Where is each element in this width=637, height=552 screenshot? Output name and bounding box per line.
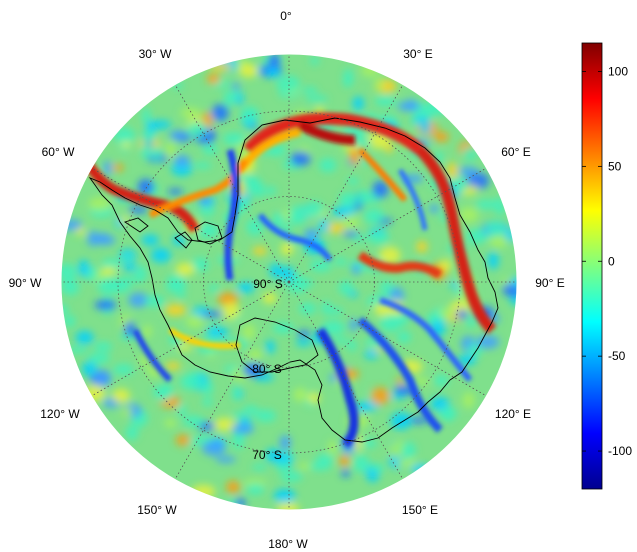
- label-120w: 120° W: [40, 407, 80, 421]
- colorbar-ticks: 100 50 0 -50 -100: [582, 64, 632, 458]
- label-120e: 120° E: [495, 407, 531, 421]
- label-30w: 30° W: [139, 47, 172, 61]
- colorbar-tick-label: -100: [608, 444, 632, 458]
- colorbar-gradient: [581, 42, 603, 490]
- label-150e: 150° E: [402, 503, 438, 517]
- map-boundary: [60, 53, 518, 511]
- label-60e: 60° E: [501, 145, 530, 159]
- label-80s: 80° S: [252, 362, 281, 376]
- parallel-labels: 90° S 80° S 70° S: [252, 277, 282, 462]
- label-60w: 60° W: [42, 145, 75, 159]
- label-70s: 70° S: [252, 448, 281, 462]
- colorbar: 100 50 0 -50 -100: [581, 42, 632, 490]
- label-30e: 30° E: [403, 47, 432, 61]
- anomaly-field: [61, 54, 517, 510]
- graticule: [61, 54, 517, 510]
- label-150w: 150° W: [137, 503, 177, 517]
- label-90w: 90° W: [9, 276, 42, 290]
- label-90e: 90° E: [535, 276, 564, 290]
- label-0: 0°: [280, 9, 292, 23]
- colorbar-tick-label: 50: [608, 159, 622, 173]
- meridian-labels: 0° 30° E 60° E 90° E 120° E 150° E 180° …: [9, 9, 565, 551]
- colorbar-tick-label: 0: [608, 254, 615, 268]
- label-180w: 180° W: [268, 537, 308, 551]
- label-90s: 90° S: [253, 277, 282, 291]
- coastline: [88, 117, 499, 443]
- colorbar-tick-label: -50: [608, 349, 626, 363]
- colorbar-tick-label: 100: [608, 64, 628, 78]
